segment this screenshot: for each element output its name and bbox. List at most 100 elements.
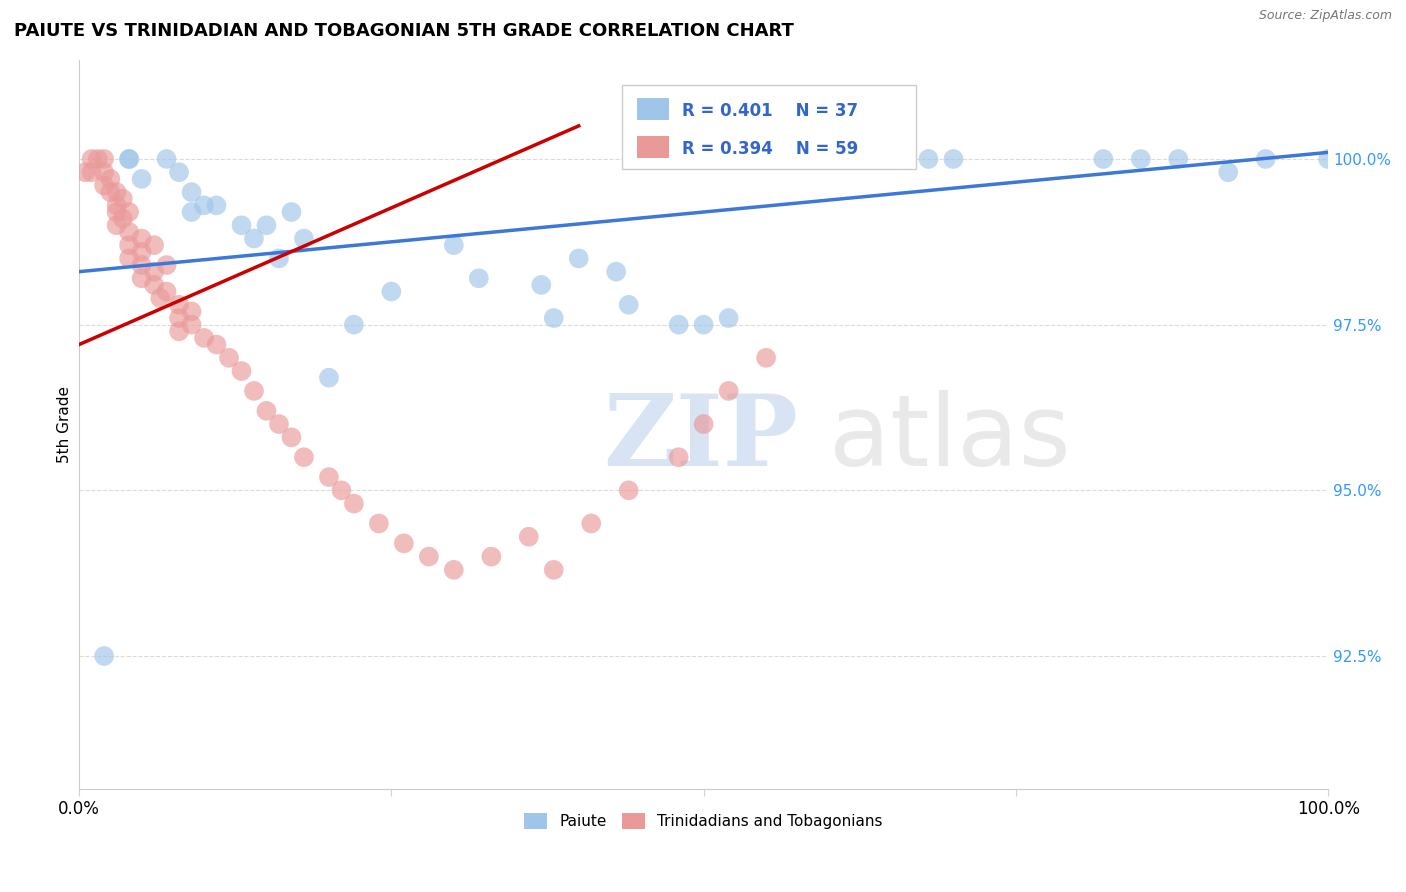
Point	[111, 211, 134, 226]
Point	[149, 291, 172, 305]
Point	[167, 298, 190, 312]
Point	[479, 549, 502, 564]
Point	[543, 563, 565, 577]
Point	[517, 530, 540, 544]
Bar	[637, 98, 669, 120]
Point	[180, 205, 202, 219]
Point	[205, 198, 228, 212]
Text: Source: ZipAtlas.com: Source: ZipAtlas.com	[1258, 9, 1392, 22]
Text: atlas: atlas	[828, 390, 1070, 487]
Point	[1092, 152, 1115, 166]
Point	[80, 152, 103, 166]
Point	[180, 185, 202, 199]
Point	[280, 430, 302, 444]
Point	[468, 271, 491, 285]
Legend: Paiute, Trinidadians and Tobagonians: Paiute, Trinidadians and Tobagonians	[519, 807, 889, 836]
Point	[256, 219, 278, 233]
Point	[917, 152, 939, 166]
Point	[668, 450, 690, 465]
Point	[443, 563, 465, 577]
Point	[180, 304, 202, 318]
Point	[1218, 165, 1240, 179]
Point	[1167, 152, 1189, 166]
Point	[617, 483, 640, 498]
Point	[579, 516, 602, 531]
Point	[193, 198, 215, 212]
Point	[111, 192, 134, 206]
Point	[392, 536, 415, 550]
Point	[617, 298, 640, 312]
Point	[292, 450, 315, 465]
Bar	[637, 136, 669, 158]
Point	[330, 483, 353, 498]
Point	[87, 152, 110, 166]
Point	[256, 404, 278, 418]
Text: ZIP: ZIP	[603, 390, 799, 487]
Point	[692, 417, 714, 431]
Point	[280, 205, 302, 219]
Point	[530, 277, 553, 292]
Point	[93, 152, 115, 166]
Point	[143, 238, 166, 252]
Point	[755, 351, 778, 365]
Point	[243, 231, 266, 245]
Point	[343, 318, 366, 332]
Point	[692, 318, 714, 332]
Point	[243, 384, 266, 398]
Point	[105, 219, 128, 233]
Point	[80, 165, 103, 179]
Point	[568, 252, 591, 266]
Point	[118, 238, 141, 252]
Point	[131, 258, 153, 272]
Point	[380, 285, 402, 299]
Point	[98, 185, 121, 199]
Point	[118, 152, 141, 166]
Point	[367, 516, 389, 531]
Point	[267, 417, 290, 431]
Point	[717, 311, 740, 326]
Point	[118, 152, 141, 166]
Point	[443, 238, 465, 252]
Point	[167, 324, 190, 338]
Point	[343, 497, 366, 511]
Point	[1317, 152, 1340, 166]
Point	[1254, 152, 1277, 166]
Point	[292, 231, 315, 245]
Point	[167, 311, 190, 326]
Point	[75, 165, 97, 179]
Point	[231, 219, 253, 233]
Point	[180, 318, 202, 332]
Point	[942, 152, 965, 166]
Point	[143, 277, 166, 292]
Point	[205, 337, 228, 351]
Point	[231, 364, 253, 378]
Point	[155, 258, 177, 272]
Point	[717, 384, 740, 398]
Point	[105, 185, 128, 199]
Point	[605, 265, 627, 279]
FancyBboxPatch shape	[623, 85, 915, 169]
Point	[131, 244, 153, 259]
Point	[93, 165, 115, 179]
Point	[318, 370, 340, 384]
Point	[167, 165, 190, 179]
Text: R = 0.401    N = 37: R = 0.401 N = 37	[682, 102, 859, 120]
Point	[131, 231, 153, 245]
Point	[143, 265, 166, 279]
Point	[98, 172, 121, 186]
Point	[118, 252, 141, 266]
Point	[418, 549, 440, 564]
Point	[131, 271, 153, 285]
Y-axis label: 5th Grade: 5th Grade	[58, 385, 72, 463]
Point	[668, 318, 690, 332]
Point	[267, 252, 290, 266]
Point	[543, 311, 565, 326]
Point	[155, 152, 177, 166]
Point	[1129, 152, 1152, 166]
Point	[318, 470, 340, 484]
Point	[131, 172, 153, 186]
Point	[155, 285, 177, 299]
Point	[118, 225, 141, 239]
Point	[93, 178, 115, 193]
Point	[218, 351, 240, 365]
